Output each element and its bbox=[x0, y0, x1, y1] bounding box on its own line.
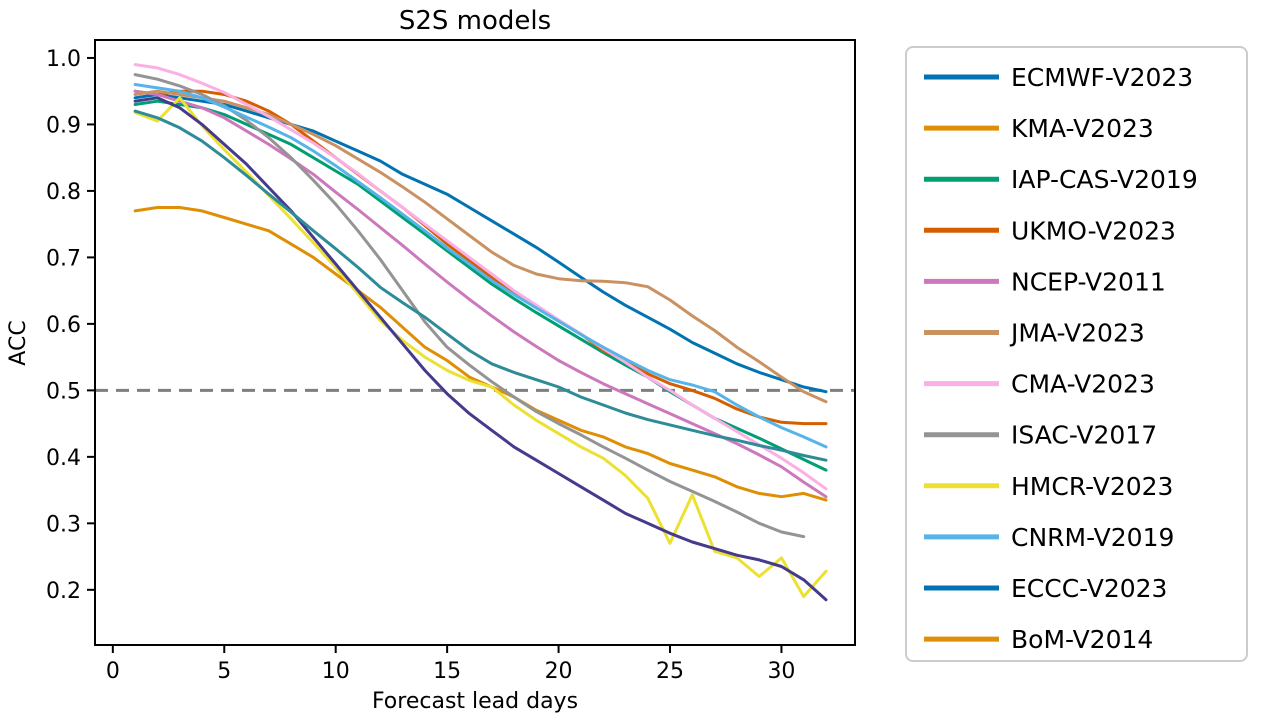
legend-item-UKMO-V2023: UKMO-V2023 bbox=[924, 216, 1176, 245]
axes-spines bbox=[94, 39, 856, 646]
legend-box bbox=[905, 46, 1248, 662]
line-KMA-V2023 bbox=[133, 206, 828, 502]
legend-label-ECMWF-V2023: ECMWF-V2023 bbox=[1011, 63, 1193, 92]
line-CNRM-V2019 bbox=[133, 83, 828, 449]
legend-item-IAP-CAS-V2019: IAP-CAS-V2019 bbox=[924, 165, 1198, 194]
x-tick-label-0: 0 bbox=[106, 659, 120, 684]
legend-label-NCEP-V2011: NCEP-V2011 bbox=[1011, 267, 1166, 296]
y-tick-label-0.9: 0.9 bbox=[46, 113, 81, 138]
legend-label-HMCR-V2023: HMCR-V2023 bbox=[1011, 472, 1173, 501]
legend-label-JMA-V2023: JMA-V2023 bbox=[1009, 319, 1145, 348]
legend-item-CMA-V2023: CMA-V2023 bbox=[924, 370, 1155, 399]
line-UKMO-V2023 bbox=[133, 89, 828, 426]
x-tick-label-10: 10 bbox=[322, 659, 350, 684]
y-axis-label: ACC bbox=[6, 320, 31, 365]
y-tick-label-0.3: 0.3 bbox=[46, 512, 81, 537]
legend-label-KMA-V2023: KMA-V2023 bbox=[1011, 114, 1154, 143]
line-HMCR-V2023 bbox=[133, 96, 828, 598]
y-tick-label-0.6: 0.6 bbox=[46, 313, 81, 338]
plot-area: 0 5 10 15 20 25 30 1.0 0.9 0.8 0.7 0.6 0.5 0.4 0.3 0.2 bbox=[46, 39, 856, 684]
x-axis-label: Forecast lead days bbox=[372, 689, 578, 714]
y-tick-label-0.4: 0.4 bbox=[46, 446, 81, 471]
legend-item-CNRM-V2019: CNRM-V2019 bbox=[924, 523, 1174, 552]
legend-label-IAP-CAS-V2019: IAP-CAS-V2019 bbox=[1011, 165, 1198, 194]
legend-item-ISAC-V2017: ISAC-V2017 bbox=[924, 421, 1157, 450]
x-tick-label-15: 15 bbox=[433, 659, 461, 684]
legend: ECMWF-V2023 KMA-V2023 IAP-CAS-V2019 UKMO-V2… bbox=[905, 46, 1248, 662]
legend-item-JMA-V2023: JMA-V2023 bbox=[924, 319, 1145, 348]
x-tick-label-5: 5 bbox=[217, 659, 231, 684]
y-tick-label-1.0: 1.0 bbox=[46, 47, 81, 72]
x-tick-label-20: 20 bbox=[545, 659, 573, 684]
y-tick-label-0.8: 0.8 bbox=[46, 180, 81, 205]
line-BoM-V2014 bbox=[133, 109, 828, 462]
line-NCEP-V2011 bbox=[133, 89, 828, 499]
y-tick-label-0.2: 0.2 bbox=[46, 579, 81, 604]
legend-item-KMA-V2023: KMA-V2023 bbox=[924, 114, 1154, 143]
legend-item-ECMWF-V2023: ECMWF-V2023 bbox=[924, 63, 1193, 92]
legend-item-HMCR-V2023: HMCR-V2023 bbox=[924, 472, 1173, 501]
line-ISAC-V2017 bbox=[133, 73, 806, 539]
line-ECMWF-V2023 bbox=[133, 93, 828, 394]
y-tick-label-0.5: 0.5 bbox=[46, 379, 81, 404]
x-tick-label-30: 30 bbox=[767, 659, 795, 684]
y-tick-label-0.7: 0.7 bbox=[46, 246, 81, 271]
legend-label-CMA-V2023: CMA-V2023 bbox=[1011, 370, 1155, 399]
legend-item-ECCC-V2023: ECCC-V2023 bbox=[924, 574, 1167, 603]
legend-label-BoM-V2014: BoM-V2014 bbox=[1011, 625, 1153, 654]
line-CMA-V2023 bbox=[133, 63, 828, 491]
line-JMA-V2023 bbox=[133, 89, 828, 404]
legend-item-NCEP-V2011: NCEP-V2011 bbox=[924, 267, 1166, 296]
legend-label-ECCC-V2023: ECCC-V2023 bbox=[1011, 574, 1167, 603]
legend-label-UKMO-V2023: UKMO-V2023 bbox=[1011, 216, 1176, 245]
legend-item-BoM-V2014: BoM-V2014 bbox=[924, 625, 1153, 654]
x-tick-label-25: 25 bbox=[656, 659, 684, 684]
legend-label-CNRM-V2019: CNRM-V2019 bbox=[1011, 523, 1174, 552]
legend-label-ISAC-V2017: ISAC-V2017 bbox=[1011, 421, 1157, 450]
line-ECCC-V2023 bbox=[133, 96, 828, 602]
chart-title: S2S models bbox=[399, 6, 551, 36]
